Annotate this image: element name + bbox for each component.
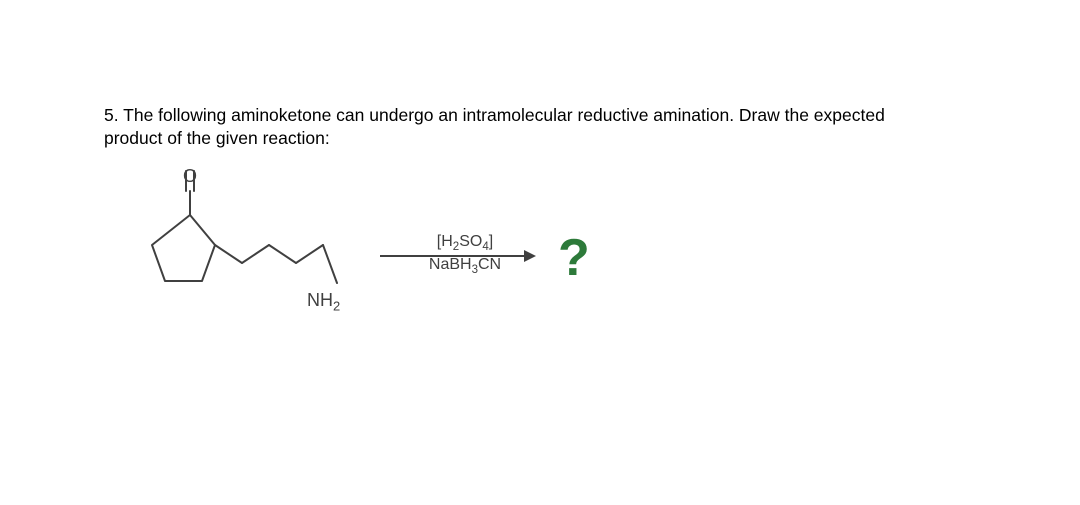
product-placeholder: ? [558,228,590,288]
reagent-reductant: NaBH3CN [385,255,545,278]
oxygen-label: O [183,166,197,186]
molecule-svg: O [130,165,390,345]
page: 5. The following aminoketone can undergo… [0,0,1080,505]
reagents-block: [H2SO4] NaBH3CN [385,232,545,278]
question-text: 5. The following aminoketone can undergo… [104,104,924,150]
amine-label: NH2 [307,290,340,314]
reagent-acid: [H2SO4] [385,232,545,255]
